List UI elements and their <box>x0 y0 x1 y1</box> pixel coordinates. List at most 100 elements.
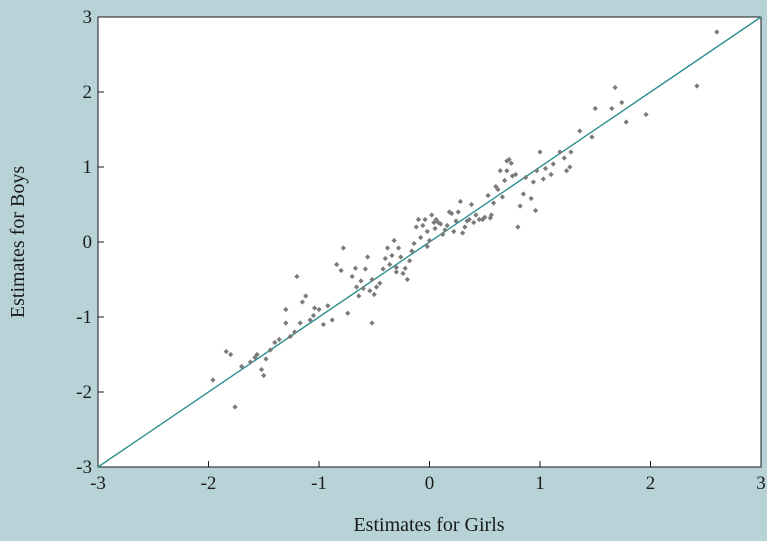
data-point-110 <box>294 273 300 280</box>
x-tick-label-6: 3 <box>756 473 766 494</box>
data-point-111 <box>292 329 298 335</box>
data-point-48 <box>460 230 466 236</box>
data-point-86 <box>373 284 380 290</box>
data-point-101 <box>329 317 335 323</box>
data-point-53 <box>449 210 455 217</box>
data-point-31 <box>502 177 508 184</box>
data-point-89 <box>367 288 373 294</box>
data-point-62 <box>429 212 435 218</box>
data-point-95 <box>352 265 359 271</box>
data-point-118 <box>261 372 267 379</box>
data-point-74 <box>402 265 408 271</box>
x-tick-label-5: 2 <box>646 473 656 494</box>
data-point-25 <box>515 224 521 230</box>
data-point-34 <box>495 186 501 193</box>
data-point-15 <box>550 161 556 167</box>
data-point-124 <box>232 404 238 410</box>
data-point-135 <box>283 320 289 326</box>
data-point-99 <box>338 267 344 274</box>
data-point-81 <box>387 261 393 268</box>
data-point-109 <box>297 320 303 326</box>
data-point-97 <box>345 310 351 316</box>
data-point-69 <box>413 224 419 230</box>
data-point-59 <box>435 219 441 226</box>
data-point-88 <box>369 276 375 283</box>
data-point-130 <box>528 195 534 202</box>
data-point-132 <box>393 269 399 275</box>
data-point-24 <box>517 203 523 209</box>
data-point-85 <box>377 280 383 286</box>
data-point-11 <box>567 164 573 170</box>
y-tick-label-1: -2 <box>76 382 92 403</box>
data-point-77 <box>395 245 402 251</box>
data-point-65 <box>422 216 428 223</box>
data-point-96 <box>349 273 355 280</box>
data-point-46 <box>464 218 470 224</box>
data-point-126 <box>223 348 229 355</box>
data-point-122 <box>247 359 254 365</box>
data-point-127 <box>210 377 216 383</box>
data-point-51 <box>453 218 459 224</box>
data-point-83 <box>382 255 388 262</box>
data-point-6 <box>609 105 615 112</box>
data-point-4 <box>619 99 625 106</box>
data-point-20 <box>530 179 536 185</box>
data-point-44 <box>468 201 475 208</box>
data-point-12 <box>563 168 570 174</box>
data-point-28 <box>508 160 514 166</box>
data-point-112 <box>287 333 293 340</box>
data-point-66 <box>420 222 426 229</box>
data-point-94 <box>356 293 362 299</box>
data-point-80 <box>389 252 395 259</box>
data-point-19 <box>534 168 540 174</box>
data-point-121 <box>252 354 258 361</box>
data-point-10 <box>568 149 574 155</box>
data-point-75 <box>400 270 406 277</box>
data-point-78 <box>393 264 399 271</box>
data-point-137 <box>542 165 549 172</box>
data-point-49 <box>457 198 464 205</box>
data-point-54 <box>446 209 452 215</box>
data-point-56 <box>442 227 448 233</box>
data-point-57 <box>440 231 446 238</box>
data-point-92 <box>360 285 366 292</box>
y-tick-label-2: -1 <box>76 307 92 328</box>
data-point-105 <box>311 305 318 311</box>
x-tick-label-4: 1 <box>535 473 545 494</box>
data-point-42 <box>473 212 479 218</box>
data-point-55 <box>444 222 450 229</box>
data-point-104 <box>316 306 322 313</box>
x-tick-label-3: 0 <box>425 473 435 494</box>
data-point-16 <box>548 171 554 178</box>
data-point-68 <box>415 216 422 223</box>
data-point-115 <box>272 339 278 346</box>
data-point-18 <box>537 149 543 155</box>
data-point-36 <box>490 200 497 206</box>
data-point-138 <box>310 312 317 319</box>
data-point-38 <box>485 192 491 199</box>
data-point-21 <box>532 207 539 214</box>
data-point-27 <box>509 173 515 179</box>
data-point-100 <box>334 261 340 268</box>
data-point-14 <box>557 149 563 155</box>
data-point-107 <box>303 293 309 299</box>
data-point-103 <box>320 321 327 328</box>
data-point-72 <box>407 258 413 264</box>
data-point-1 <box>694 83 700 89</box>
y-tick-label-0: -3 <box>76 457 92 478</box>
data-point-61 <box>431 219 437 226</box>
data-point-125 <box>228 351 234 358</box>
data-point-13 <box>561 155 567 161</box>
x-axis-label: Estimates for Girls <box>353 514 504 536</box>
tick-group: -3 -2 -1 0 1 2 3 -3 -2 -1 0 1 2 3 <box>76 7 766 494</box>
data-point-113 <box>283 306 289 313</box>
data-point-129 <box>487 215 493 221</box>
data-point-2 <box>643 111 649 118</box>
data-point-64 <box>424 228 430 235</box>
data-point-23 <box>520 191 527 197</box>
data-point-128 <box>369 320 375 326</box>
data-point-60 <box>433 216 439 223</box>
data-point-114 <box>276 336 282 343</box>
x-tick-label-1: -2 <box>201 473 217 494</box>
